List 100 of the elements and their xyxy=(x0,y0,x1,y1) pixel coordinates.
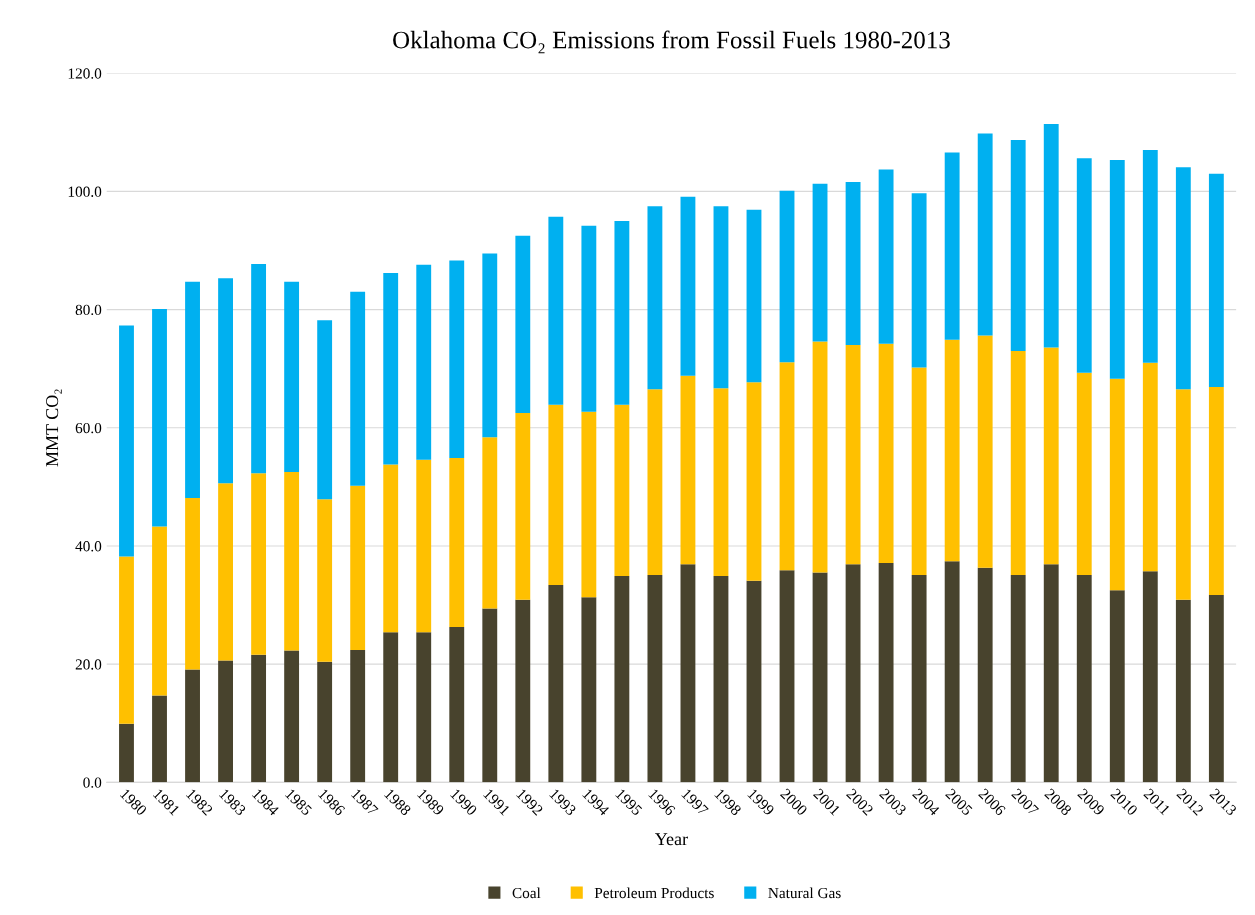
bar xyxy=(812,183,828,342)
bar xyxy=(482,437,498,609)
bar xyxy=(746,382,762,581)
bar xyxy=(1076,158,1092,373)
x-tick-label: 1999 xyxy=(747,788,775,816)
legend-label: Petroleum Products xyxy=(594,887,714,899)
bar xyxy=(251,264,267,474)
bar xyxy=(1043,347,1059,565)
y-tick-label: 0.0 xyxy=(83,777,102,788)
bar xyxy=(845,345,861,565)
bar xyxy=(878,563,894,783)
bar xyxy=(1208,386,1224,595)
bar xyxy=(944,561,960,783)
bar xyxy=(416,459,432,633)
bar xyxy=(779,570,795,783)
bar xyxy=(548,584,564,783)
bar xyxy=(1208,173,1224,387)
bar xyxy=(878,343,894,564)
bar xyxy=(977,567,993,783)
bar xyxy=(1109,378,1125,591)
x-tick-label: 1996 xyxy=(648,788,676,817)
bar xyxy=(845,181,861,346)
bar xyxy=(944,152,960,340)
bar xyxy=(779,362,795,571)
y-tick-label: 100.0 xyxy=(68,186,102,197)
bar xyxy=(152,526,167,696)
bar xyxy=(284,281,300,473)
bar xyxy=(812,572,828,783)
bar xyxy=(383,272,399,465)
y-tick-label: 80.0 xyxy=(75,304,102,316)
x-tick-label: 1983 xyxy=(218,788,247,816)
bar xyxy=(185,498,200,670)
bar xyxy=(251,654,267,783)
bar xyxy=(218,278,233,484)
bar xyxy=(449,626,465,783)
bar xyxy=(614,576,630,783)
bar xyxy=(1109,160,1125,379)
bar xyxy=(152,308,167,527)
bar xyxy=(515,599,531,783)
bar xyxy=(713,576,729,783)
bar xyxy=(581,597,597,783)
bar xyxy=(317,661,333,783)
bar xyxy=(1142,150,1158,363)
bar xyxy=(317,320,333,500)
bar xyxy=(1043,564,1059,783)
bar xyxy=(152,695,167,783)
bar xyxy=(1208,595,1224,783)
bar xyxy=(515,412,531,600)
bar xyxy=(1175,599,1191,783)
bar xyxy=(350,291,366,486)
bar xyxy=(746,209,762,383)
bar xyxy=(1109,590,1125,783)
bar xyxy=(812,341,828,573)
bar xyxy=(647,389,663,575)
y-tick-label: 40.0 xyxy=(75,541,102,552)
bar xyxy=(284,472,300,651)
bar xyxy=(119,556,134,724)
bar xyxy=(1076,574,1092,783)
bar xyxy=(911,574,927,783)
bar xyxy=(548,216,564,405)
bar xyxy=(317,499,333,662)
x-axis-title: Year xyxy=(654,833,688,846)
y-tick-label: 20.0 xyxy=(75,659,102,670)
bar xyxy=(614,220,630,405)
bar xyxy=(1175,389,1191,600)
x-tick-label: 1980 xyxy=(119,788,148,816)
bar xyxy=(515,235,531,413)
x-tick-label: 2007 xyxy=(1011,787,1040,817)
bar xyxy=(482,253,498,438)
bar xyxy=(449,457,465,627)
bar xyxy=(647,574,663,783)
bar xyxy=(1010,139,1026,351)
x-tick-label: 1997 xyxy=(681,788,709,817)
bar xyxy=(878,169,894,344)
bar xyxy=(251,473,267,655)
x-tick-label: 1998 xyxy=(714,788,742,816)
bar xyxy=(713,206,729,389)
bar xyxy=(713,388,729,577)
bar xyxy=(911,367,927,575)
bar xyxy=(1142,362,1158,572)
bar xyxy=(944,339,960,562)
bar xyxy=(680,196,696,376)
bar xyxy=(1142,571,1158,783)
bar xyxy=(581,225,597,412)
bar xyxy=(284,650,300,783)
bar xyxy=(911,193,927,368)
bar xyxy=(647,206,663,390)
bar xyxy=(449,260,465,458)
x-tick-label: 1987 xyxy=(351,788,379,817)
bar xyxy=(218,660,233,783)
bar xyxy=(845,564,861,783)
bar xyxy=(680,375,696,565)
bar xyxy=(218,483,233,661)
bar xyxy=(416,264,432,460)
bar xyxy=(977,133,993,336)
bar xyxy=(581,411,597,598)
chart-title: Oklahoma CO₂ Emissions from Fossil Fuels 1980-2013 xyxy=(393,30,950,54)
legend-label: Natural Gas xyxy=(768,887,841,899)
y-axis-title: MMT CO₂ xyxy=(46,389,62,467)
bar xyxy=(185,669,200,783)
